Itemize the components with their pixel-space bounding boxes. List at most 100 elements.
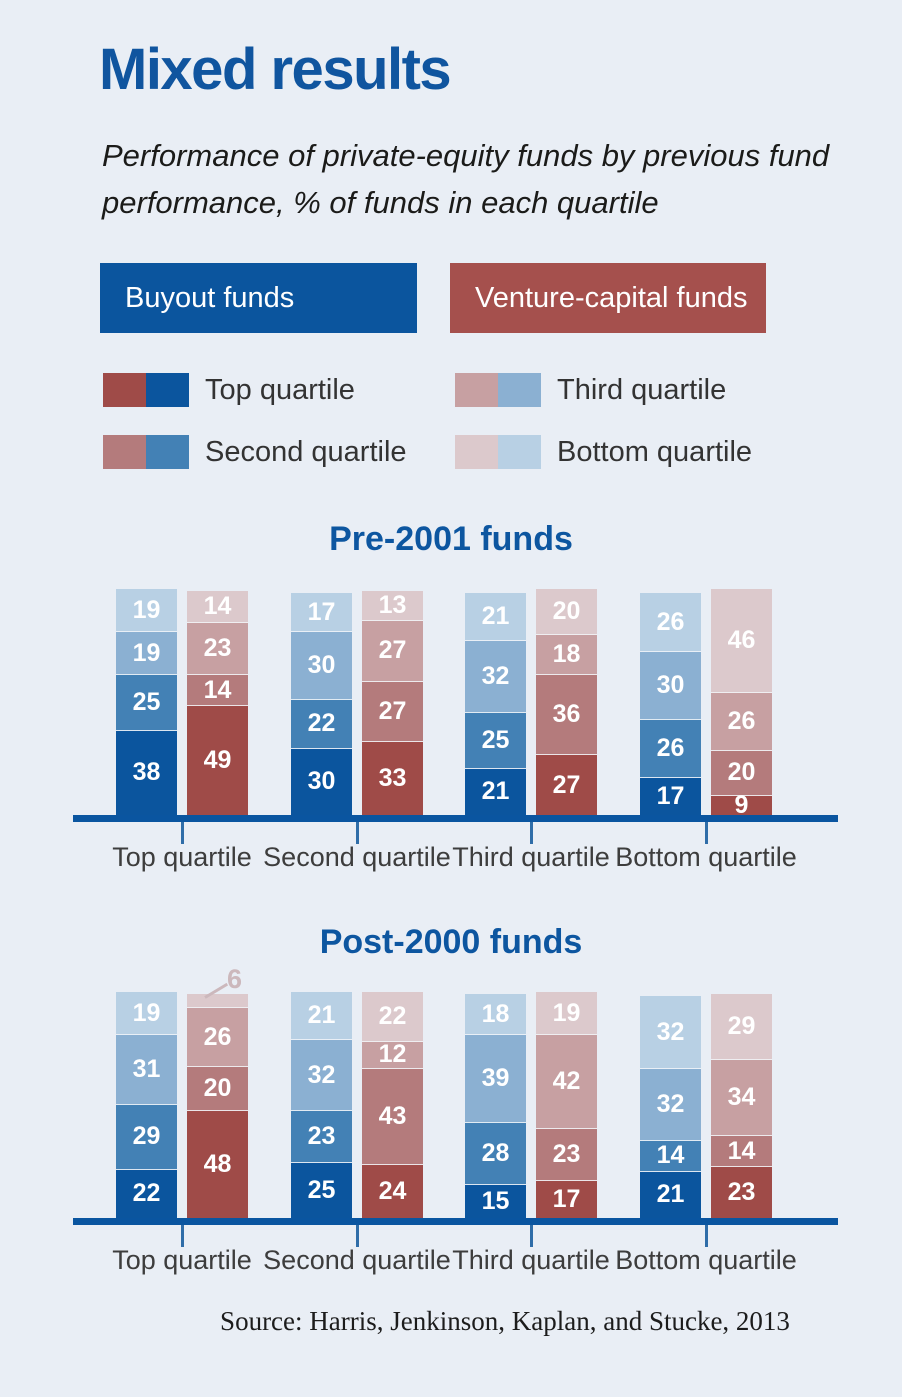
segment-venture-third-quartile: 42 — [536, 1034, 597, 1129]
segment-buyout-second-quartile: 28 — [465, 1121, 526, 1185]
segment-buyout-third-quartile: 31 — [116, 1034, 177, 1104]
segment-venture-third-quartile: 27 — [362, 620, 423, 681]
segment-venture-bottom-quartile: 20 — [536, 588, 597, 634]
segment-venture-bottom-quartile: 46 — [711, 588, 772, 692]
bar-buyout-third-quartile: 21 32 25 21 — [465, 593, 526, 815]
bar-buyout-third-quartile: 18 39 28 15 — [465, 994, 526, 1218]
segment-venture-third-quartile: 26 — [187, 1007, 248, 1066]
segment-venture-bottom-quartile: 14 — [187, 591, 248, 623]
swatch-buyout-bottom-quartile — [498, 435, 541, 469]
segment-value-label: 32 — [656, 1017, 685, 1046]
segment-value-label: 15 — [481, 1187, 510, 1216]
segment-value-label: 23 — [552, 1140, 581, 1169]
page-title: Mixed results — [99, 37, 452, 102]
segment-venture-bottom-quartile — [187, 994, 248, 1008]
segment-value-label: 23 — [203, 634, 232, 663]
segment-buyout-top-quartile: 25 — [291, 1161, 352, 1218]
bar-buyout-top-quartile: 19 31 29 22 — [116, 991, 177, 1218]
swatch-venture-second-quartile — [103, 435, 146, 469]
segment-value-label: 18 — [552, 639, 581, 668]
segment-buyout-second-quartile: 25 — [116, 673, 177, 730]
segment-value-label: 30 — [307, 767, 336, 796]
segment-buyout-bottom-quartile: 17 — [291, 593, 352, 632]
segment-value-label: 29 — [727, 1011, 756, 1040]
segment-value-label: 22 — [378, 1001, 407, 1030]
segment-venture-second-quartile: 14 — [187, 673, 248, 706]
axis-tick-second-quartile — [356, 1225, 359, 1247]
segment-value-label: 29 — [132, 1122, 161, 1151]
segment-buyout-third-quartile: 30 — [291, 631, 352, 699]
segment-value-label: 36 — [552, 700, 581, 729]
segment-value-label: 21 — [481, 602, 510, 631]
category-label-bottom-quartile: Bottom quartile — [615, 842, 797, 872]
segment-value-label: 27 — [552, 770, 581, 799]
segment-value-label: 39 — [481, 1063, 510, 1092]
segment-value-label: 13 — [378, 591, 407, 620]
segment-value-label: 17 — [656, 781, 685, 810]
segment-buyout-top-quartile: 21 — [465, 767, 526, 815]
swatch-buyout-top-quartile — [146, 373, 189, 407]
segment-buyout-top-quartile: 17 — [640, 776, 701, 815]
segment-value-label: 19 — [132, 595, 161, 624]
segment-value-label: 12 — [378, 1040, 407, 1069]
segment-value-label: 43 — [378, 1102, 407, 1131]
legend-label-top-quartile: Top quartile — [205, 373, 355, 406]
segment-value-label: 32 — [307, 1060, 336, 1089]
segment-buyout-second-quartile: 25 — [465, 711, 526, 768]
segment-venture-third-quartile: 26 — [711, 691, 772, 751]
segment-venture-second-quartile: 20 — [711, 750, 772, 795]
segment-venture-bottom-quartile: 19 — [536, 991, 597, 1035]
swatch-buyout-second-quartile — [146, 435, 189, 469]
segment-value-label: 48 — [203, 1150, 232, 1179]
segment-value-label: 14 — [727, 1136, 756, 1165]
segment-buyout-second-quartile: 23 — [291, 1110, 352, 1162]
segment-value-label: 21 — [481, 777, 510, 806]
segment-value-label: 23 — [727, 1178, 756, 1207]
segment-buyout-bottom-quartile: 26 — [640, 593, 701, 652]
series-header-buyout-funds: Buyout funds — [100, 263, 417, 333]
legend-label-bottom-quartile: Bottom quartile — [557, 435, 753, 468]
segment-buyout-bottom-quartile: 21 — [465, 593, 526, 641]
segment-venture-second-quartile: 36 — [536, 673, 597, 755]
segment-value-label: 21 — [656, 1180, 685, 1209]
segment-value-label: 26 — [656, 733, 685, 762]
segment-buyout-third-quartile: 19 — [116, 631, 177, 674]
chart-pre-2001-funds: Pre-2001 funds 19 19 25 38 14 23 14 49 Top quart… — [0, 510, 902, 888]
segment-value-label: 26 — [656, 607, 685, 636]
segment-value-label: 24 — [378, 1177, 407, 1206]
bar-venture-top-quartile: 6 26 20 48 — [187, 966, 248, 1218]
segment-value-label: 19 — [132, 998, 161, 1027]
segment-buyout-second-quartile: 22 — [291, 698, 352, 748]
bar-venture-bottom-quartile: 46 26 20 9 — [711, 588, 772, 817]
axis-tick-bottom-quartile — [705, 822, 708, 844]
chart-title-pre-2001: Pre-2001 funds — [329, 520, 573, 558]
segment-value-label: 25 — [481, 725, 510, 754]
segment-buyout-third-quartile: 32 — [291, 1038, 352, 1111]
bar-buyout-top-quartile: 19 19 25 38 — [116, 588, 177, 815]
segment-value-label: 26 — [727, 706, 756, 735]
bar-buyout-second-quartile: 21 32 23 25 — [291, 991, 352, 1218]
segment-value-label: 18 — [481, 999, 510, 1028]
series-header-venture-capital-funds: Venture-capital funds — [450, 263, 766, 333]
segment-value-label: 42 — [552, 1067, 581, 1096]
segment-value-label: 25 — [307, 1175, 336, 1204]
swatch-venture-third-quartile — [455, 373, 498, 407]
segment-buyout-top-quartile: 30 — [291, 747, 352, 815]
x-axis-post-2000 — [73, 1218, 838, 1225]
segment-venture-bottom-quartile: 22 — [362, 991, 423, 1042]
segment-value-label: 20 — [727, 758, 756, 787]
swatch-venture-top-quartile — [103, 373, 146, 407]
category-label-bottom-quartile: Bottom quartile — [615, 1245, 797, 1275]
segment-value-label: 25 — [132, 687, 161, 716]
axis-tick-top-quartile — [181, 822, 184, 844]
segment-buyout-bottom-quartile: 19 — [116, 588, 177, 632]
segment-value-label: 32 — [656, 1089, 685, 1118]
category-label-top-quartile: Top quartile — [112, 1245, 252, 1275]
series-header-buyout-label: Buyout funds — [125, 281, 295, 314]
category-label-third-quartile: Third quartile — [452, 842, 610, 872]
segment-value-label: 14 — [203, 592, 232, 621]
segment-buyout-bottom-quartile: 19 — [116, 991, 177, 1035]
axis-tick-bottom-quartile — [705, 1225, 708, 1247]
segment-venture-top-quartile: 23 — [711, 1166, 772, 1218]
